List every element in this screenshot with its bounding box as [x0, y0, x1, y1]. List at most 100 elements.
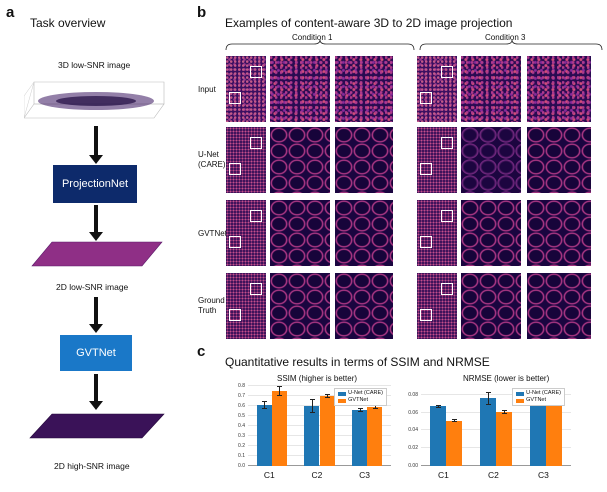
bar-u-net-care--c1 — [256, 405, 272, 466]
bar-u-net-care--c2 — [480, 398, 496, 466]
y-tick-label: 0.08 — [408, 391, 418, 398]
error-bar — [452, 418, 457, 423]
label-2d-high-snr: 2D high-SNR image — [54, 461, 130, 471]
ssim-bar-chart: 0.0 0.1 0.2 0.3 0.4 0.5 0.6 0.7 0.8 C1 C2 C3 U-Net (… — [238, 383, 391, 480]
legend-label: U-Net (CARE) — [348, 390, 383, 396]
image-tile — [417, 273, 457, 339]
gvtnet-box: GVTNet — [60, 335, 132, 371]
image-tile — [417, 56, 457, 122]
condition-1-label: Condition 1 — [292, 33, 333, 42]
row-label-ground-truth: Ground Truth — [198, 296, 225, 315]
image-tile — [527, 127, 591, 193]
bar-gvtnet-c1 — [271, 391, 288, 466]
arrow-down-icon — [89, 374, 103, 410]
chart-legend: U-Net (CARE) GVTNet — [334, 388, 387, 406]
x-tick-label: C2 — [311, 470, 323, 480]
image-tile — [226, 273, 266, 339]
error-bar — [436, 404, 441, 409]
nrmse-chart-title: NRMSE (lower is better) — [463, 374, 550, 383]
x-tick-label: C1 — [263, 470, 275, 480]
image-tile — [527, 56, 591, 122]
y-tick-label: 0.5 — [238, 413, 245, 419]
y-tick-label: 0.6 — [238, 403, 245, 409]
arrow-down-icon — [89, 297, 103, 333]
arrow-down-icon — [89, 126, 103, 164]
panel-c-title: Quantitative results in terms of SSIM an… — [225, 355, 490, 369]
error-bar — [357, 408, 363, 412]
image-tile — [335, 200, 393, 266]
legend-entry: U-Net (CARE) — [338, 390, 383, 397]
y-tick-label: 0.0 — [238, 463, 245, 469]
gridline — [248, 385, 391, 386]
y-tick-label: 0.02 — [408, 445, 418, 452]
label-3d-low-snr: 3D low-SNR image — [58, 60, 131, 70]
y-tick-label: 0.1 — [238, 453, 245, 459]
bar-u-net-care--c3 — [351, 410, 368, 466]
panel-b-letter: b — [197, 4, 207, 21]
image-tile — [270, 200, 330, 266]
legend-entry: U-Net (CARE) — [516, 390, 561, 397]
condition-brackets — [225, 40, 603, 51]
nrmse-bar-chart: 0.00 0.02 0.04 0.06 0.08 C1 C2 C3 U-Net (CARE) GV… — [408, 386, 571, 480]
y-tick-label: 0.7 — [238, 393, 245, 399]
image-tile — [461, 127, 521, 193]
image-tile — [226, 56, 266, 122]
bar-gvtnet-c3 — [367, 407, 383, 466]
error-bar — [502, 410, 507, 414]
legend-swatch — [338, 391, 347, 396]
image-tile — [335, 127, 393, 193]
image-tile — [461, 200, 521, 266]
chart-legend: U-Net (CARE) GVTNet — [512, 388, 565, 406]
volume-3d-image — [24, 81, 165, 119]
projectionnet-box: ProjectionNet — [53, 165, 137, 203]
y-tick-label: 0.2 — [238, 443, 245, 449]
image-tile — [270, 273, 330, 339]
image-tile — [226, 127, 266, 193]
arrow-down-icon — [89, 205, 103, 241]
error-bar — [262, 401, 268, 409]
bar-gvtnet-c2 — [319, 396, 335, 466]
bar-u-net-care--c1 — [430, 406, 446, 466]
legend-swatch — [516, 391, 525, 396]
condition-3-label: Condition 3 — [485, 33, 526, 42]
legend-swatch — [338, 398, 347, 403]
plane-2d-low-snr — [31, 241, 163, 267]
row-label-input: Input — [198, 85, 216, 94]
ssim-chart-title: SSIM (higher is better) — [277, 374, 358, 383]
y-tick-label: 0.3 — [238, 433, 245, 439]
error-bar — [309, 399, 315, 413]
legend-entry: GVTNet — [516, 397, 561, 404]
x-tick-label: C1 — [438, 470, 449, 480]
error-bar — [277, 386, 283, 396]
row-label-unet: U-Net (CARE) — [198, 150, 226, 169]
legend-label: GVTNet — [348, 397, 369, 403]
image-tile — [226, 200, 266, 266]
row-label-gvtnet: GVTNet — [198, 229, 227, 238]
image-tile — [527, 273, 591, 339]
image-tile — [335, 56, 393, 122]
image-tile — [461, 273, 521, 339]
legend-swatch — [516, 398, 525, 403]
image-tile — [270, 56, 330, 122]
bar-u-net-care--c2 — [304, 406, 320, 466]
legend-label: U-Net (CARE) — [526, 390, 561, 396]
error-bar — [325, 394, 331, 398]
image-tile — [527, 200, 591, 266]
panel-b-title: Examples of content-aware 3D to 2D image… — [225, 16, 513, 30]
bar-gvtnet-c1 — [446, 420, 462, 466]
y-tick-label: 0.4 — [238, 423, 245, 429]
error-bar — [486, 392, 491, 406]
bar-gvtnet-c2 — [496, 411, 512, 466]
y-tick-label: 0.04 — [408, 427, 418, 434]
image-tile — [417, 127, 457, 193]
image-tile — [335, 273, 393, 339]
legend-entry: GVTNet — [338, 397, 383, 404]
y-tick-label: 0.8 — [238, 383, 245, 389]
bar-gvtnet-c3 — [546, 396, 562, 466]
x-tick-label: C2 — [488, 470, 499, 480]
panel-a-title: Task overview — [30, 16, 106, 30]
gridline — [248, 395, 391, 396]
label-2d-low-snr: 2D low-SNR image — [56, 282, 129, 292]
image-tile — [270, 127, 330, 193]
x-tick-label: C3 — [359, 470, 371, 480]
